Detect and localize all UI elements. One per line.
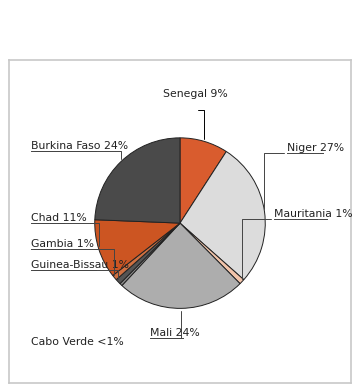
Wedge shape	[180, 152, 265, 280]
Text: Niger 27%: Niger 27%	[287, 143, 344, 153]
Wedge shape	[95, 138, 180, 223]
Text: Guinea-Bissau 1%: Guinea-Bissau 1%	[31, 260, 129, 270]
Text: Burkina Faso 24%: Burkina Faso 24%	[31, 140, 128, 151]
Wedge shape	[180, 223, 244, 284]
Text: Mali 24%: Mali 24%	[150, 328, 200, 338]
Text: Chad 11%: Chad 11%	[31, 213, 86, 223]
Text: Mauritania 1%: Mauritania 1%	[274, 209, 352, 219]
Text: Senegal 9%: Senegal 9%	[163, 89, 228, 99]
Wedge shape	[180, 138, 226, 223]
Wedge shape	[120, 223, 180, 286]
Text: Cabo Verde <1%: Cabo Verde <1%	[31, 337, 123, 348]
Text: 2008- Producción de cereales por países: 2008- Producción de cereales por países	[64, 20, 360, 36]
Text: Figura 5.: Figura 5.	[11, 21, 85, 36]
Wedge shape	[116, 223, 180, 284]
Wedge shape	[95, 220, 180, 276]
Wedge shape	[122, 223, 240, 308]
Text: Gambia 1%: Gambia 1%	[31, 239, 94, 249]
Wedge shape	[113, 223, 180, 280]
